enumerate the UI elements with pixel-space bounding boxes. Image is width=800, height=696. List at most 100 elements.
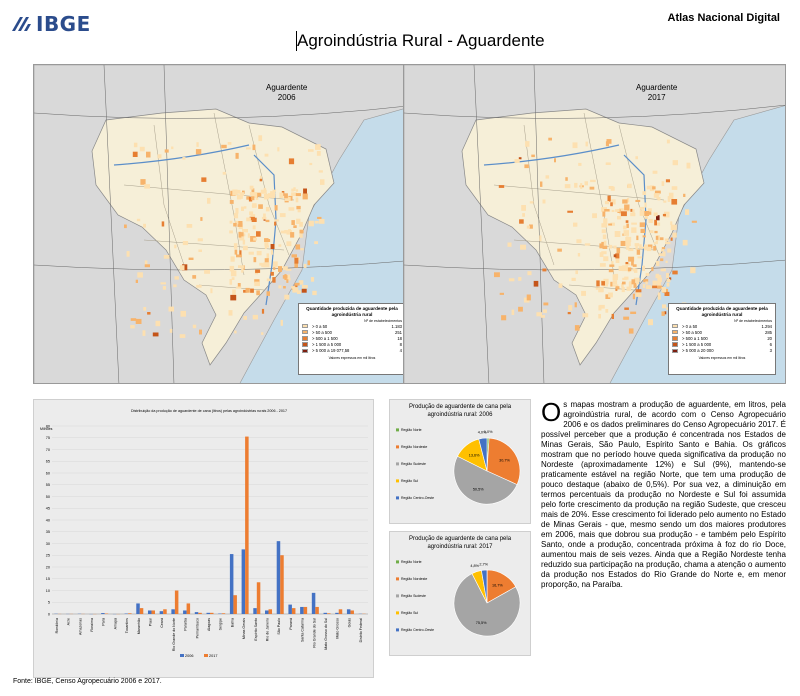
municipality-cell xyxy=(245,287,250,293)
pie-slice xyxy=(486,437,521,486)
municipality-cell xyxy=(229,200,234,204)
legend-label: > 1 500 a 5 000 xyxy=(682,342,712,348)
municipality-cell xyxy=(542,268,547,272)
logo-text: IBGE xyxy=(36,12,91,36)
municipality-cell xyxy=(282,266,288,270)
municipality-cell xyxy=(671,186,678,190)
bar-2006 xyxy=(147,610,152,614)
x-tick-label: Pernambuco xyxy=(195,618,199,638)
municipality-cell xyxy=(144,260,148,265)
municipality-cell xyxy=(623,316,630,320)
municipality-cell xyxy=(654,230,658,234)
municipality-cell xyxy=(618,265,623,271)
municipality-cell xyxy=(256,231,261,237)
legend-row: > 50 a 500 251 xyxy=(302,329,402,335)
municipality-cell xyxy=(602,281,608,287)
state-border xyxy=(153,124,185,266)
municipality-cell xyxy=(610,186,615,191)
municipality-cell xyxy=(222,171,226,175)
municipality-cell xyxy=(266,253,269,260)
municipality-cell xyxy=(632,268,636,272)
municipality-cell xyxy=(592,213,597,219)
municipality-cell xyxy=(264,258,269,263)
municipality-cell xyxy=(507,242,512,247)
municipality-cell xyxy=(239,192,245,196)
bar-2006 xyxy=(136,603,140,614)
municipality-cell xyxy=(631,279,636,285)
y-tick-label: 20 xyxy=(46,565,50,569)
legend-label: 2006 xyxy=(185,654,193,658)
municipality-cell xyxy=(286,241,292,247)
pie-slice xyxy=(453,573,521,637)
x-tick-label: Rio de Janeiro xyxy=(266,618,270,641)
municipality-cell xyxy=(601,251,607,255)
y-tick-label: 25 xyxy=(46,554,50,558)
legend-label: Região Sudeste xyxy=(401,462,426,466)
legend-row: > 5 000 a 20 000 3 xyxy=(672,348,772,354)
municipality-cell xyxy=(286,230,292,235)
pie-data-label: 2,7% xyxy=(479,562,488,566)
municipality-cell xyxy=(182,241,188,246)
municipality-cell xyxy=(524,164,529,169)
legend-foot: Valores expressos em mil litros xyxy=(328,355,376,360)
legend-swatch xyxy=(302,342,308,347)
municipality-cell xyxy=(137,272,143,278)
municipality-cell xyxy=(611,209,615,212)
legend-label: Região Sul xyxy=(401,479,418,483)
municipality-cell xyxy=(531,154,535,158)
municipality-cell xyxy=(630,311,637,314)
bar-2006 xyxy=(206,612,210,614)
legend-rows: > 0 a 50 1.294 > 50 a 500 285 > 500 a 1 500 2… xyxy=(672,323,772,354)
municipality-cell xyxy=(302,193,308,200)
map-title: Aguardente 2006 xyxy=(266,83,307,102)
municipality-cell xyxy=(655,240,658,245)
municipality-cell xyxy=(632,264,637,267)
bar-2006 xyxy=(159,611,164,614)
municipality-cell xyxy=(630,212,636,217)
municipality-cell xyxy=(639,206,644,210)
municipality-cell xyxy=(284,294,290,300)
municipality-cell xyxy=(291,188,294,192)
municipality-cell xyxy=(612,284,619,287)
municipality-cell xyxy=(234,330,237,334)
bar-2017 xyxy=(280,555,284,614)
municipality-cell xyxy=(248,196,253,202)
municipality-cell xyxy=(192,275,197,279)
municipality-cell xyxy=(299,221,303,227)
page-title: Agroindústria Rural - Aguardente xyxy=(297,31,545,50)
municipality-cell xyxy=(259,262,263,266)
municipality-cell xyxy=(626,223,629,228)
municipality-cell xyxy=(261,308,265,314)
municipality-cell xyxy=(173,284,177,288)
municipality-cell xyxy=(252,144,256,151)
municipality-cell xyxy=(623,230,629,236)
municipality-cell xyxy=(251,204,257,208)
municipality-cell xyxy=(637,256,643,259)
municipality-cell xyxy=(301,285,308,289)
municipality-cell xyxy=(643,244,648,251)
municipality-cell xyxy=(235,152,239,159)
municipality-cell xyxy=(652,170,658,174)
municipality-cell xyxy=(300,248,304,251)
municipality-cell xyxy=(256,290,260,296)
municipality-cell xyxy=(318,219,325,224)
title-cursor xyxy=(296,31,297,51)
municipality-cell xyxy=(236,194,242,200)
municipality-cell xyxy=(494,272,500,278)
municipality-cell xyxy=(608,223,612,226)
municipality-cell xyxy=(274,219,279,222)
municipality-cell xyxy=(634,268,638,273)
pie-data-label: 4,0% xyxy=(478,431,487,435)
bar-2017 xyxy=(327,613,331,614)
municipality-cell xyxy=(188,257,194,260)
legend-swatch xyxy=(302,336,308,341)
municipality-cell xyxy=(649,230,654,234)
municipality-cell xyxy=(230,270,237,277)
municipality-cell xyxy=(246,196,250,200)
municipality-cell xyxy=(284,197,291,201)
municipality-cell xyxy=(255,269,261,273)
municipality-cell xyxy=(577,253,581,257)
pie-svg: 16,7% 75,5% 4,8% 2,7% Região Norte Região Nor… xyxy=(396,560,521,637)
municipality-cell xyxy=(666,282,670,287)
x-tick-label: Amazonas xyxy=(78,618,82,635)
